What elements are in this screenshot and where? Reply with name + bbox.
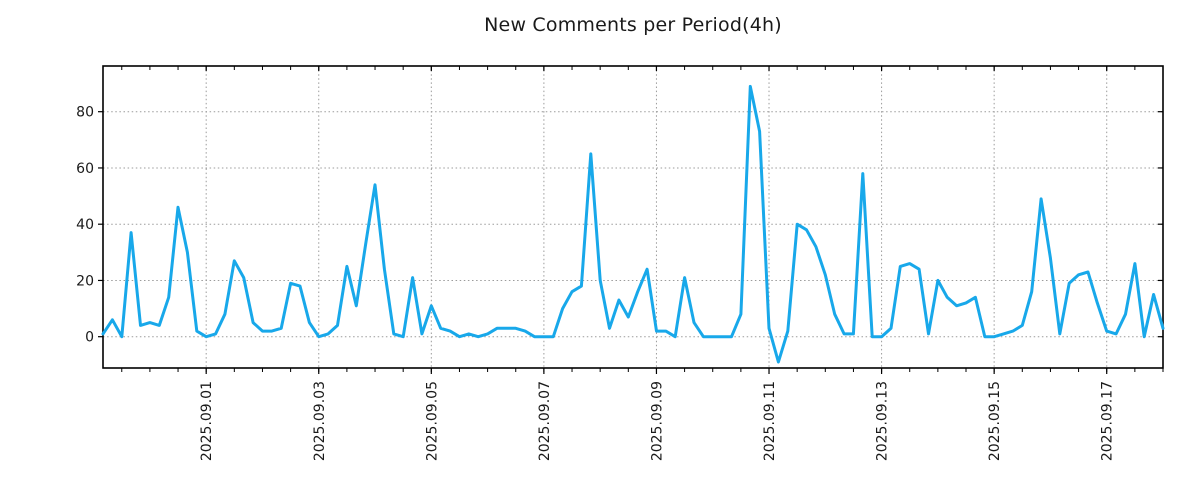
- y-tick-label: 20: [76, 273, 94, 289]
- x-tick-label: 2025.09.05: [424, 381, 440, 461]
- y-tick-label: 80: [76, 105, 94, 121]
- x-tick-label: 2025.09.13: [875, 381, 891, 461]
- plot-frame: [102, 65, 1164, 369]
- y-tick-label: 40: [76, 217, 94, 233]
- x-tick-label: 2025.09.03: [312, 381, 328, 461]
- x-tick-label: 2025.09.01: [199, 381, 215, 461]
- chart-title: New Comments per Period(4h): [484, 14, 782, 36]
- y-tick-label: 0: [85, 330, 94, 346]
- x-tick-label: 2025.09.11: [762, 381, 778, 461]
- x-tick-label: 2025.09.17: [1100, 381, 1116, 461]
- x-tick-label: 2025.09.09: [649, 381, 665, 461]
- comments-series-line: [101, 84, 1165, 364]
- x-tick-label: 2025.09.07: [537, 381, 553, 461]
- y-tick-label: 60: [76, 161, 94, 177]
- x-tick-label: 2025.09.15: [987, 381, 1003, 461]
